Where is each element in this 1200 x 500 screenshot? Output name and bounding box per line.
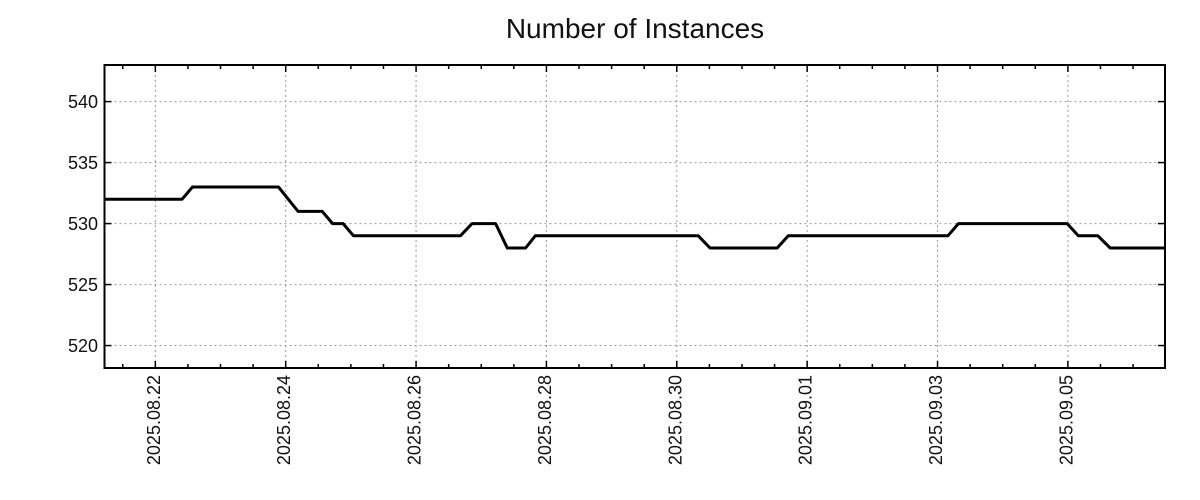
y-tick-label: 535 xyxy=(68,153,98,173)
x-tick-label: 2025.09.03 xyxy=(926,375,946,465)
y-tick-label: 520 xyxy=(68,336,98,356)
plot-border xyxy=(103,64,1166,369)
y-tick-label: 530 xyxy=(68,214,98,234)
x-tick-label: 2025.09.05 xyxy=(1056,375,1076,465)
series-line-instances xyxy=(104,185,1165,250)
x-tick-label: 2025.09.01 xyxy=(796,375,816,465)
x-tick-label: 2025.08.24 xyxy=(274,375,294,465)
x-tick-label: 2025.08.30 xyxy=(665,375,685,465)
x-tick-label: 2025.08.22 xyxy=(144,375,164,465)
x-tick-label: 2025.08.28 xyxy=(535,375,555,465)
y-tick-label: 540 xyxy=(68,92,98,112)
x-tick-label: 2025.08.26 xyxy=(405,375,425,465)
chart-title: Number of Instances xyxy=(505,13,765,44)
y-tick-label: 525 xyxy=(68,275,98,295)
